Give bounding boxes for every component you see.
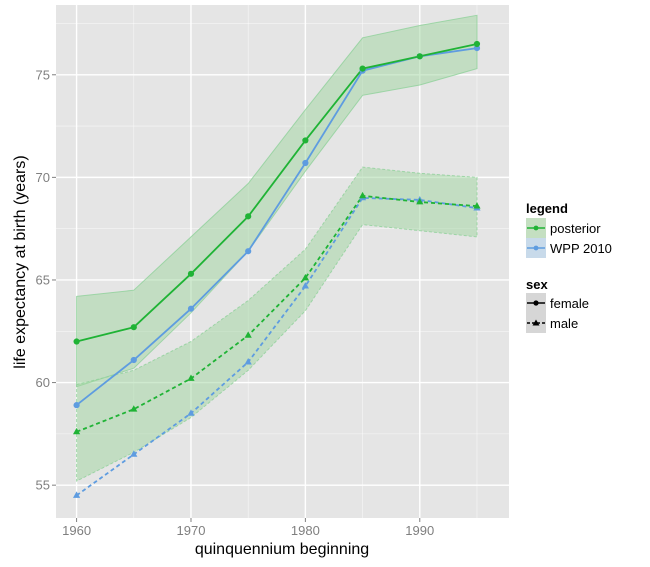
- y-axis-title: life expectancy at birth (years): [12, 155, 29, 368]
- sex-legend-title: sex: [526, 277, 548, 292]
- legend-label-female: female: [550, 296, 589, 311]
- y-tick-label: 70: [36, 170, 50, 185]
- legend-item-female[interactable]: female: [526, 293, 589, 313]
- point-posterior-female: [473, 40, 481, 48]
- point-posterior-female: [130, 324, 137, 331]
- credible-bands: [76, 14, 478, 482]
- point-posterior-female: [359, 65, 366, 72]
- point-posterior-male: [244, 331, 252, 338]
- credible-band-female: [76, 14, 478, 388]
- y-tick-label: 55: [36, 478, 50, 493]
- y-tick-label: 65: [36, 272, 50, 287]
- legend-key-posterior-dot: [533, 225, 539, 231]
- legend-item-wpp-2010[interactable]: WPP 2010: [526, 238, 612, 258]
- point-wpp-2010-female: [73, 402, 80, 409]
- point-posterior-male: [473, 202, 481, 209]
- point-wpp-2010-male: [244, 358, 252, 365]
- x-tick-label: 1990: [405, 523, 434, 538]
- series-lines: [76, 43, 478, 497]
- credible-band-male: [76, 166, 478, 482]
- legend-item-posterior[interactable]: posterior: [526, 218, 601, 238]
- series-line-posterior-male: [76, 194, 478, 433]
- point-posterior-female: [245, 213, 252, 220]
- point-posterior-male: [130, 405, 138, 412]
- legend-item-male[interactable]: male: [526, 313, 578, 333]
- point-wpp-2010-female: [130, 356, 137, 364]
- legend-title: legend: [526, 201, 568, 216]
- legend-label-posterior: posterior: [550, 221, 601, 236]
- series-line-posterior-female: [76, 43, 478, 343]
- y-tick-label: 60: [36, 375, 50, 390]
- point-wpp-2010-female: [302, 159, 309, 167]
- point-wpp-2010-male: [301, 282, 309, 289]
- x-tick-label: 1960: [62, 523, 91, 538]
- point-posterior-female: [302, 137, 309, 144]
- x-axis-title: quinquennium beginning: [195, 541, 369, 558]
- point-posterior-male: [301, 273, 309, 281]
- x-axis-ticks: 1960 1970 1980 1990: [62, 518, 434, 538]
- point-wpp-2010-male: [187, 409, 195, 416]
- legend-sex: sex female male: [526, 277, 589, 333]
- point-wpp-2010-male: [72, 491, 81, 498]
- legend-series: legend posterior WPP 2010: [526, 201, 612, 258]
- series-line-wpp-2010-male: [76, 196, 478, 497]
- point-wpp-2010-female: [245, 248, 252, 255]
- legend-key-male-triangle: [532, 319, 540, 326]
- point-posterior-male: [187, 374, 195, 381]
- point-posterior-male: [416, 197, 424, 205]
- legend-key-female-dot: [533, 300, 539, 306]
- point-posterior-male: [358, 191, 367, 199]
- legend-label-wpp-2010: WPP 2010: [550, 241, 612, 256]
- legend-label-male: male: [550, 316, 578, 331]
- point-wpp-2010-male: [130, 450, 138, 457]
- x-tick-label: 1970: [177, 523, 206, 538]
- point-posterior-female: [416, 53, 423, 60]
- x-tick-label: 1980: [291, 523, 320, 538]
- point-posterior-male: [72, 427, 81, 435]
- y-axis-ticks: 55 60 65 70 75: [36, 67, 56, 493]
- point-posterior-female: [187, 270, 195, 277]
- y-tick-label: 75: [36, 67, 50, 82]
- point-posterior-female: [73, 338, 80, 345]
- legend-key-wpp-2010-dot: [533, 245, 539, 251]
- series-points: [72, 40, 481, 498]
- point-wpp-2010-female: [187, 305, 195, 312]
